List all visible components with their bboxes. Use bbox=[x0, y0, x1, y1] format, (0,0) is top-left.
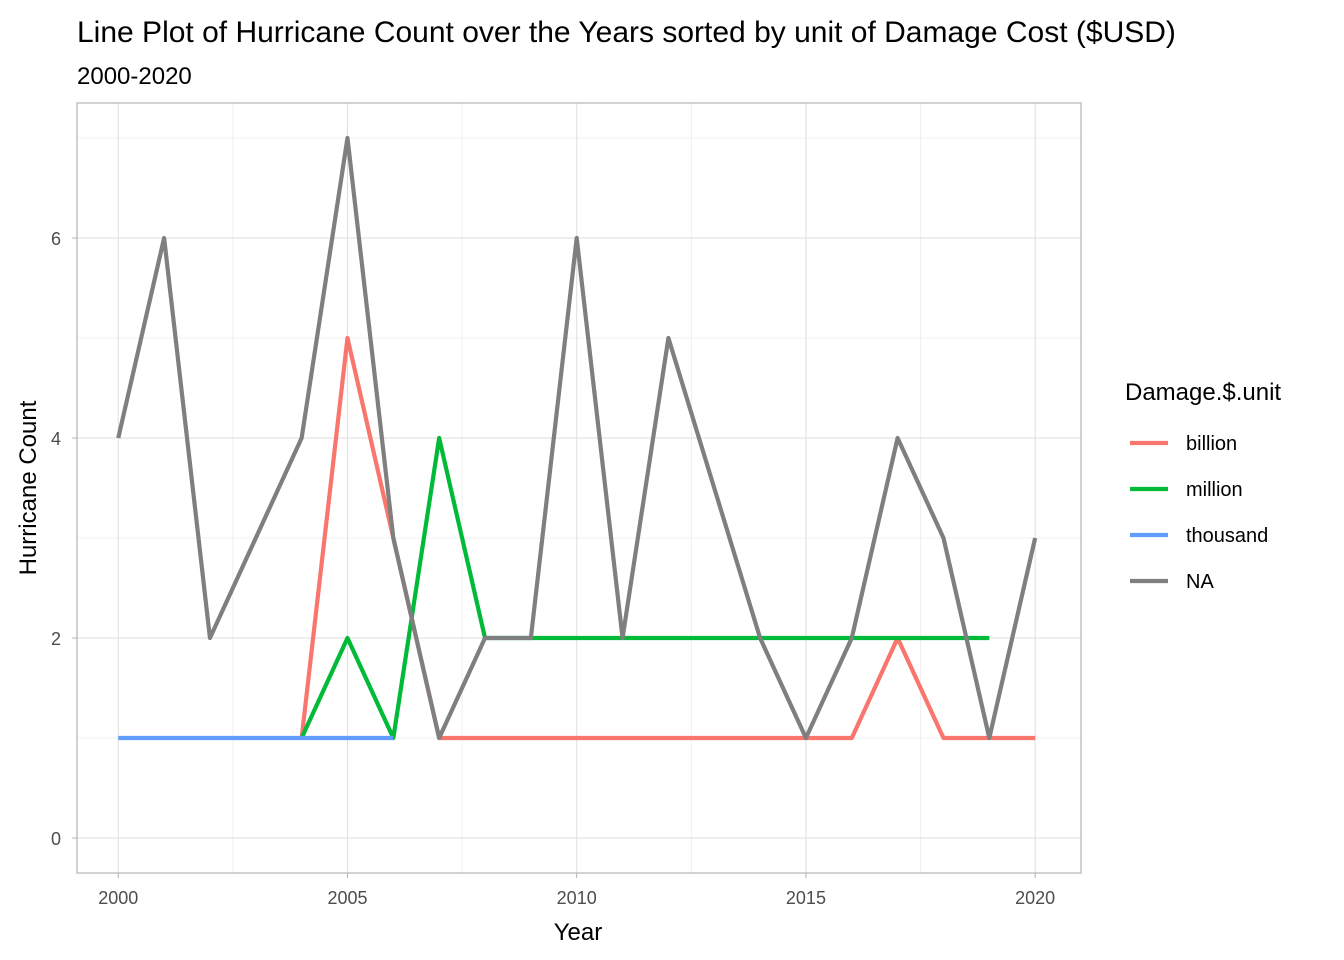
chart-subtitle: 2000-2020 bbox=[77, 63, 192, 90]
series-lines bbox=[116, 135, 1038, 741]
legend-label-billion: billion bbox=[1186, 433, 1237, 455]
x-tick-label: 2015 bbox=[786, 888, 826, 908]
x-tick-label: 2005 bbox=[327, 888, 367, 908]
legend: Damage.$.unit billion million thousand NA bbox=[1125, 379, 1281, 593]
x-tick-label: 2020 bbox=[1015, 888, 1055, 908]
y-tick-label: 2 bbox=[51, 629, 61, 649]
x-axis-title: Year bbox=[554, 919, 603, 946]
grid bbox=[77, 103, 1081, 873]
y-tick-label: 6 bbox=[51, 229, 61, 249]
legend-title: Damage.$.unit bbox=[1125, 379, 1281, 406]
panel-border bbox=[76, 102, 1082, 874]
legend-label-thousand: thousand bbox=[1186, 525, 1268, 547]
y-tick-label: 0 bbox=[51, 829, 61, 849]
x-tick-label: 2010 bbox=[557, 888, 597, 908]
x-tick-label: 2000 bbox=[98, 888, 138, 908]
legend-label-million: million bbox=[1186, 479, 1243, 501]
series-line-na bbox=[116, 135, 1038, 741]
series-line-million bbox=[299, 435, 990, 741]
y-tick-label: 4 bbox=[51, 429, 61, 449]
y-axis-title: Hurricane Count bbox=[15, 400, 42, 575]
axis-ticks: 2000 2005 2010 2015 2020 0 2 4 6 bbox=[51, 229, 1055, 908]
chart-title: Line Plot of Hurricane Count over the Ye… bbox=[77, 16, 1176, 49]
legend-label-na: NA bbox=[1186, 571, 1214, 593]
